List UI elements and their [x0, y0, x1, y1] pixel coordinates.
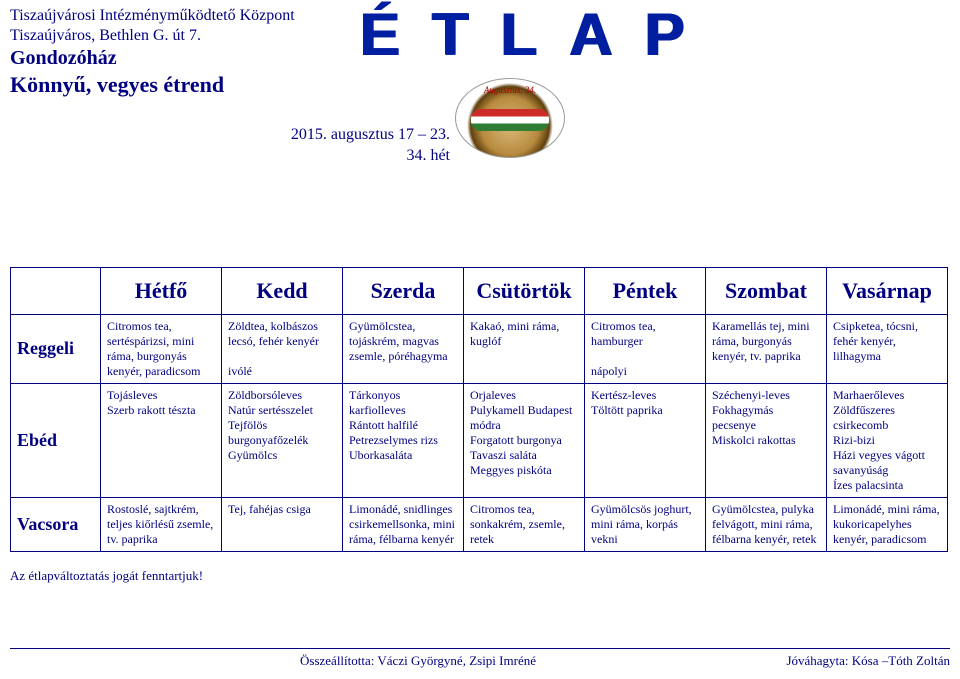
- ribbon-icon: [471, 109, 549, 131]
- day-header: Csütörtök: [464, 267, 585, 314]
- meal-row-lunch: Ebéd TojáslevesSzerb rakott tészta Zöldb…: [11, 383, 948, 497]
- footer: Összeállította: Váczi Györgyné, Zsipi Im…: [10, 648, 950, 669]
- row-label: Reggeli: [11, 314, 101, 383]
- day-header: Vasárnap: [827, 267, 948, 314]
- meal-row-breakfast: Reggeli Citromos tea, sertéspárizsi, min…: [11, 314, 948, 383]
- day-header: Szerda: [343, 267, 464, 314]
- week-number: 34. hét: [230, 146, 450, 167]
- menu-cell: Csipketea, tócsni, fehér kenyér, lilhagy…: [827, 314, 948, 383]
- plate-month-label: Augusztus, 34.: [456, 85, 564, 95]
- row-label: Ebéd: [11, 383, 101, 497]
- menu-cell: Limonádé, mini ráma, kukoricapelyhes ken…: [827, 497, 948, 551]
- menu-cell: Citromos tea, sertéspárizsi, mini ráma, …: [101, 314, 222, 383]
- menu-cell: Széchenyi-levesFokhagymás pecsenyeMiskol…: [706, 383, 827, 497]
- plate-image: Augusztus, 34.: [455, 78, 565, 158]
- day-header: Péntek: [585, 267, 706, 314]
- page-title: ÉTLAP: [360, 0, 717, 69]
- meal-row-dinner: Vacsora Rostoslé, sajtkrém, teljes kiőrl…: [11, 497, 948, 551]
- header-blank: [11, 267, 101, 314]
- menu-cell: Gyümölcstea, pulyka felvágott, mini ráma…: [706, 497, 827, 551]
- menu-table: Hétfő Kedd Szerda Csütörtök Péntek Szomb…: [10, 267, 948, 552]
- menu-cell: Citromos tea, sonkakrém, zsemle, retek: [464, 497, 585, 551]
- day-header: Szombat: [706, 267, 827, 314]
- menu-cell: Kakaó, mini ráma, kuglóf: [464, 314, 585, 383]
- menu-cell: Limonádé, snidlinges csirkemellsonka, mi…: [343, 497, 464, 551]
- menu-cell: Gyümölcstea, tojáskrém, magvas zsemle, p…: [343, 314, 464, 383]
- menu-cell: Karamellás tej, mini ráma, burgonyás ken…: [706, 314, 827, 383]
- menu-cell: MarhaerőlevesZöldfűszeres csirkecombRizi…: [827, 383, 948, 497]
- change-note: Az étlapváltoztatás jogát fenntartjuk!: [10, 568, 950, 584]
- date-week: 2015. augusztus 17 – 23. 34. hét: [230, 125, 450, 167]
- day-header: Kedd: [222, 267, 343, 314]
- date-range: 2015. augusztus 17 – 23.: [230, 125, 450, 146]
- day-header-row: Hétfő Kedd Szerda Csütörtök Péntek Szomb…: [11, 267, 948, 314]
- footer-approved: Jóváhagyta: Kósa –Tóth Zoltán: [786, 653, 950, 669]
- day-header: Hétfő: [101, 267, 222, 314]
- menu-cell: Gyümölcsös joghurt, mini ráma, korpás ve…: [585, 497, 706, 551]
- menu-cell: Kertész-levesTöltött paprika: [585, 383, 706, 497]
- menu-cell: ZöldborsólevesNatúr sertésszeletTejfölös…: [222, 383, 343, 497]
- row-label: Vacsora: [11, 497, 101, 551]
- footer-byline: Összeállította: Váczi Györgyné, Zsipi Im…: [300, 653, 536, 669]
- menu-cell: Citromos tea, hamburgernápolyi: [585, 314, 706, 383]
- menu-cell: Zöldtea, kolbászos lecsó, fehér kenyériv…: [222, 314, 343, 383]
- menu-cell: Rostoslé, sajtkrém, teljes kiőrlésű zsem…: [101, 497, 222, 551]
- menu-cell: TojáslevesSzerb rakott tészta: [101, 383, 222, 497]
- menu-cell: Tárkonyos karfiollevesRántott halfiléPet…: [343, 383, 464, 497]
- menu-cell: OrjalevesPulykamell Budapest módraForgat…: [464, 383, 585, 497]
- menu-cell: Tej, fahéjas csiga: [222, 497, 343, 551]
